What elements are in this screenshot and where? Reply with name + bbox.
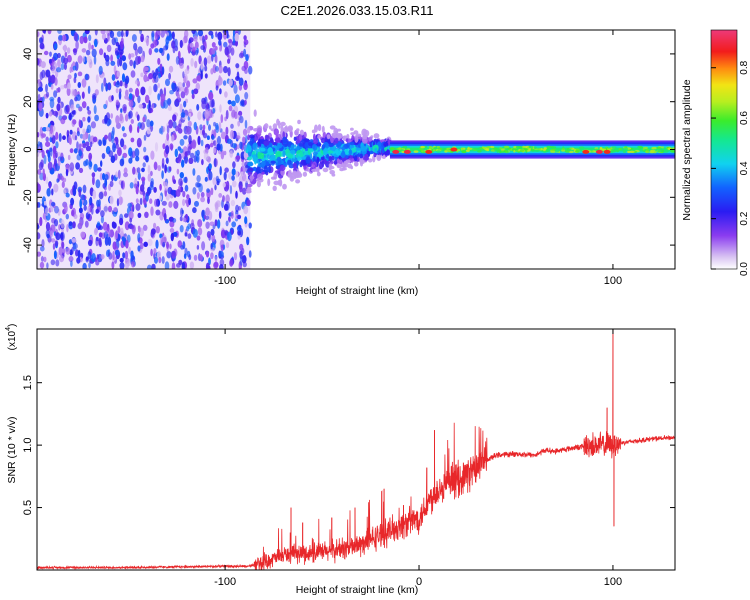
spectrogram-peaks: [392, 147, 611, 154]
colorbar-tick-label: 0.6: [739, 111, 750, 125]
snr-panel: -100 0 100 0.5 1.0 1.5 Height of straight lin…: [5, 324, 676, 596]
colorbar-tick-label: 0.0: [739, 262, 750, 276]
spectrogram-peak: [403, 149, 411, 154]
figure-title: C2E1.2026.033.15.03.R11: [281, 3, 434, 18]
snr-y-tick-label: 1.0: [22, 437, 34, 452]
colorbar-tick-label: 0.8: [739, 60, 750, 74]
spectrogram-axes: -100 100 -40 -20 0 20 40: [22, 30, 675, 287]
spectrogram-peak: [603, 149, 611, 154]
spectrogram-peak: [450, 147, 458, 152]
snr-y-label: SNR (10 * v/v): [6, 416, 18, 483]
snr-scale-exponent: 4: [5, 327, 12, 331]
colorbar-tick-label: 0.2: [739, 211, 750, 225]
colorbar: 0.0 0.2 0.4 0.6 0.8 Normalized spectral ampl…: [681, 29, 750, 276]
snr-scale-factor: (x104): [5, 324, 18, 351]
spectrogram-panel: -100 100 -40 -20 0 20 40 Height of straight li…: [6, 29, 676, 297]
colorbar-label: Normalized spectral amplitude: [681, 79, 693, 220]
snr-axes: -100 0 100 0.5 1.0 1.5: [22, 329, 675, 588]
colorbar-tick-label: 0.4: [739, 161, 750, 175]
snr-scale-label: (x10: [7, 330, 18, 350]
snr-spikes: [290, 329, 615, 555]
spectrogram-peak: [582, 149, 590, 154]
snr-marks: [37, 329, 675, 570]
snr-series-line: [37, 329, 675, 570]
spectrogram-x-tick-label: 100: [604, 275, 622, 287]
snr-x-tick-label: 0: [416, 576, 422, 588]
spectrogram-y-label: Frequency (Hz): [6, 114, 18, 186]
spectrogram-peak: [425, 149, 433, 154]
snr-x-label: Height of straight line (km): [296, 584, 419, 596]
spectrogram-y-tick-label: 40: [22, 48, 34, 60]
snr-x-tick-label: -100: [214, 576, 236, 588]
spectrogram-region: [37, 30, 253, 269]
spectrogram-region: [245, 109, 393, 194]
spectrogram-peak: [595, 149, 603, 154]
snr-y-tick-label: 0.5: [22, 500, 34, 515]
spectrogram-region: [389, 140, 675, 159]
spectrogram-y-tick-label: -40: [22, 237, 34, 253]
colorbar-ticks: 0.0 0.2 0.4 0.6 0.8: [711, 60, 750, 276]
snr-x-tick-label: 100: [604, 576, 622, 588]
snr-y-tick-label: 1.5: [22, 375, 34, 390]
spectrogram-y-tick-label: -20: [22, 189, 34, 205]
snr-frame: [36, 328, 676, 571]
spectrogram-x-tick-label: -100: [214, 275, 236, 287]
colorbar-gradient: [710, 29, 738, 270]
spectrogram-x-label: Height of straight line (km): [296, 285, 419, 297]
spectrogram-marks: [37, 30, 675, 269]
spectrogram-y-tick-label: 0: [22, 146, 34, 152]
spectrogram-peak: [392, 149, 400, 154]
svg-text:(x104): (x104): [5, 324, 18, 351]
spectrogram-y-tick-label: 20: [22, 96, 34, 108]
